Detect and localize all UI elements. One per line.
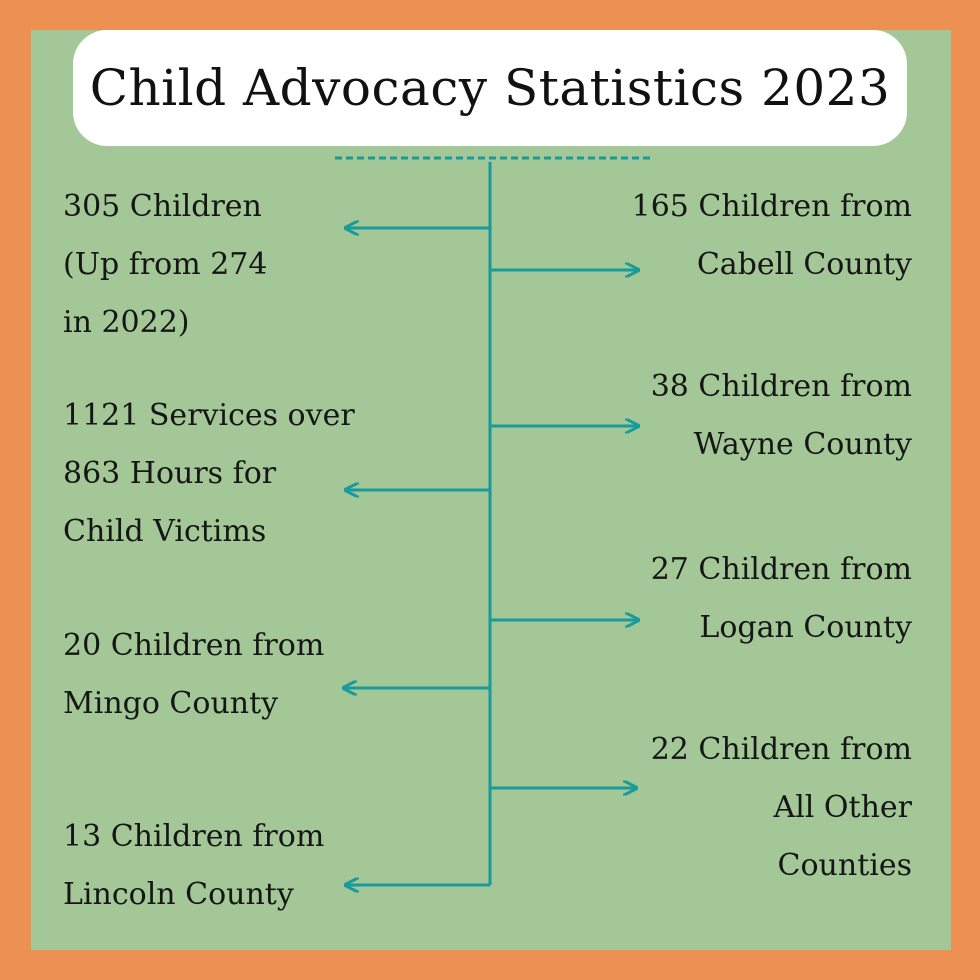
title-box: Child Advocacy Statistics 2023 xyxy=(73,30,907,146)
stat-line: Wayne County xyxy=(693,427,912,462)
stat-line: Counties xyxy=(777,848,912,883)
stat-line: 863 Hours for xyxy=(63,456,277,491)
stat-line: Logan County xyxy=(699,610,912,645)
stat-cabell-county: 165 Children from Cabell County xyxy=(632,178,912,294)
stat-line: Mingo County xyxy=(63,686,279,721)
stat-line: (Up from 274 xyxy=(63,247,268,282)
stat-line: 27 Children from xyxy=(650,552,912,587)
stat-wayne-county: 38 Children from Wayne County xyxy=(651,358,912,474)
stat-line: 13 Children from xyxy=(63,819,325,854)
stat-line: 38 Children from xyxy=(650,369,912,404)
page-title: Child Advocacy Statistics 2023 xyxy=(89,59,891,117)
stat-line: 1121 Services over xyxy=(63,398,355,433)
stat-line: 22 Children from xyxy=(650,732,912,767)
stat-logan-county: 27 Children from Logan County xyxy=(651,541,912,657)
stat-line: Lincoln County xyxy=(63,877,294,912)
stat-line: in 2022) xyxy=(63,305,190,340)
stat-line: 305 Children xyxy=(63,189,262,224)
stat-services: 1121 Services over 863 Hours for Child V… xyxy=(63,387,355,561)
stat-other-counties: 22 Children from All Other Counties xyxy=(651,721,912,895)
stat-line: 20 Children from xyxy=(63,628,325,663)
stat-line: Cabell County xyxy=(696,247,912,282)
stat-line: Child Victims xyxy=(63,514,267,549)
stat-mingo-county: 20 Children from Mingo County xyxy=(63,617,324,733)
stat-line: All Other xyxy=(773,790,912,825)
stat-lincoln-county: 13 Children from Lincoln County xyxy=(63,808,324,924)
stat-line: 165 Children from xyxy=(631,189,912,224)
stat-total-children: 305 Children (Up from 274 in 2022) xyxy=(63,178,267,352)
